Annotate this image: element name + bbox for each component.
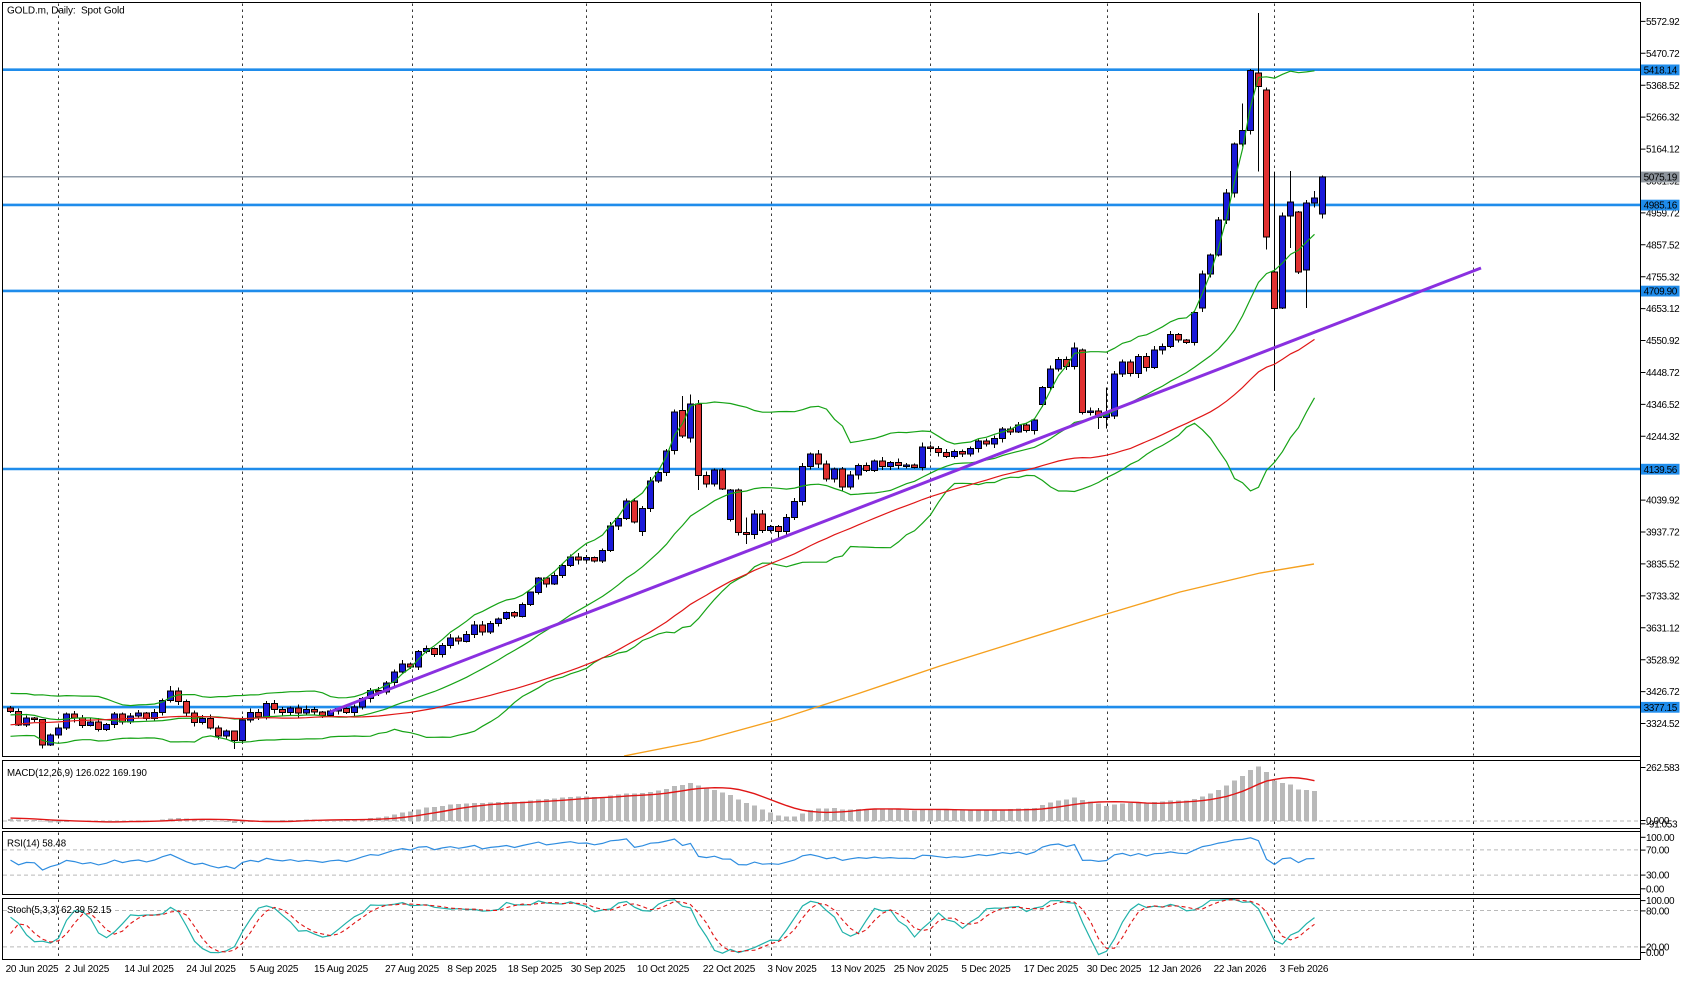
svg-text:13 Nov 2025: 13 Nov 2025 [831,964,886,975]
svg-text:5368.52: 5368.52 [1646,81,1680,92]
svg-text:30 Dec 2025: 30 Dec 2025 [1087,964,1142,975]
svg-text:262.583: 262.583 [1646,763,1680,774]
svg-text:3631.12: 3631.12 [1646,623,1680,634]
svg-text:3 Feb 2026: 3 Feb 2026 [1280,964,1329,975]
svg-text:GOLD.m, Daily: Spot Gold: GOLD.m, Daily: Spot Gold [7,6,125,17]
svg-text:20.00: 20.00 [1646,943,1670,954]
svg-text:0.000: 0.000 [1646,816,1670,827]
svg-text:Stoch(5,3,3) 62.39 52.15: Stoch(5,3,3) 62.39 52.15 [7,905,111,916]
svg-text:14 Jul 2025: 14 Jul 2025 [124,964,174,975]
svg-text:5470.72: 5470.72 [1646,49,1680,60]
svg-text:RSI(14) 58.48: RSI(14) 58.48 [7,839,66,850]
svg-text:3 Nov 2025: 3 Nov 2025 [767,964,817,975]
svg-text:4985.16: 4985.16 [1644,201,1678,212]
svg-text:4653.12: 4653.12 [1646,304,1680,315]
svg-text:30 Sep 2025: 30 Sep 2025 [571,964,626,975]
svg-text:70.00: 70.00 [1646,846,1670,857]
svg-text:0.00: 0.00 [1646,884,1665,895]
svg-text:4709.90: 4709.90 [1644,287,1678,298]
svg-text:4244.32: 4244.32 [1646,432,1680,443]
svg-text:5075.19: 5075.19 [1644,173,1678,184]
svg-text:3528.92: 3528.92 [1646,655,1680,666]
svg-text:80.00: 80.00 [1646,907,1670,918]
svg-text:4550.92: 4550.92 [1646,336,1680,347]
svg-text:100.00: 100.00 [1646,833,1675,844]
svg-text:3377.15: 3377.15 [1644,703,1678,714]
svg-text:4448.72: 4448.72 [1646,368,1680,379]
svg-text:12 Jan 2026: 12 Jan 2026 [1149,964,1202,975]
svg-text:2 Jul 2025: 2 Jul 2025 [65,964,110,975]
svg-text:20 Jun 2025: 20 Jun 2025 [6,964,59,975]
svg-text:3937.72: 3937.72 [1646,528,1680,539]
svg-text:5266.32: 5266.32 [1646,113,1680,124]
svg-text:-91.053: -91.053 [1646,819,1678,830]
svg-text:4039.92: 4039.92 [1646,496,1680,507]
svg-text:27 Aug 2025: 27 Aug 2025 [385,964,440,975]
svg-text:10 Oct 2025: 10 Oct 2025 [637,964,690,975]
svg-text:100.00: 100.00 [1646,896,1675,907]
svg-text:22 Jan 2026: 22 Jan 2026 [1214,964,1267,975]
svg-text:18 Sep 2025: 18 Sep 2025 [508,964,563,975]
svg-text:3733.32: 3733.32 [1646,592,1680,603]
svg-text:25 Nov 2025: 25 Nov 2025 [894,964,949,975]
svg-text:24 Jul 2025: 24 Jul 2025 [186,964,236,975]
svg-text:3426.72: 3426.72 [1646,687,1680,698]
svg-text:4857.52: 4857.52 [1646,240,1680,251]
svg-text:5572.92: 5572.92 [1646,17,1680,28]
svg-text:4346.52: 4346.52 [1646,400,1680,411]
svg-text:5164.12: 5164.12 [1646,145,1680,156]
svg-text:5418.14: 5418.14 [1644,66,1678,77]
svg-text:4959.72: 4959.72 [1646,209,1680,220]
svg-text:5 Dec 2025: 5 Dec 2025 [961,964,1011,975]
svg-text:22 Oct 2025: 22 Oct 2025 [703,964,756,975]
svg-text:4755.32: 4755.32 [1646,272,1680,283]
svg-text:0.00: 0.00 [1646,948,1665,959]
svg-text:17 Dec 2025: 17 Dec 2025 [1024,964,1079,975]
svg-text:15 Aug 2025: 15 Aug 2025 [314,964,369,975]
svg-text:8 Sep 2025: 8 Sep 2025 [447,964,497,975]
svg-text:3835.52: 3835.52 [1646,560,1680,571]
svg-text:30.00: 30.00 [1646,871,1670,882]
svg-text:3324.52: 3324.52 [1646,719,1680,730]
svg-text:MACD(12,26,9) 126.022 169.190: MACD(12,26,9) 126.022 169.190 [7,768,148,779]
svg-text:5 Aug 2025: 5 Aug 2025 [250,964,299,975]
svg-text:4139.56: 4139.56 [1644,465,1678,476]
